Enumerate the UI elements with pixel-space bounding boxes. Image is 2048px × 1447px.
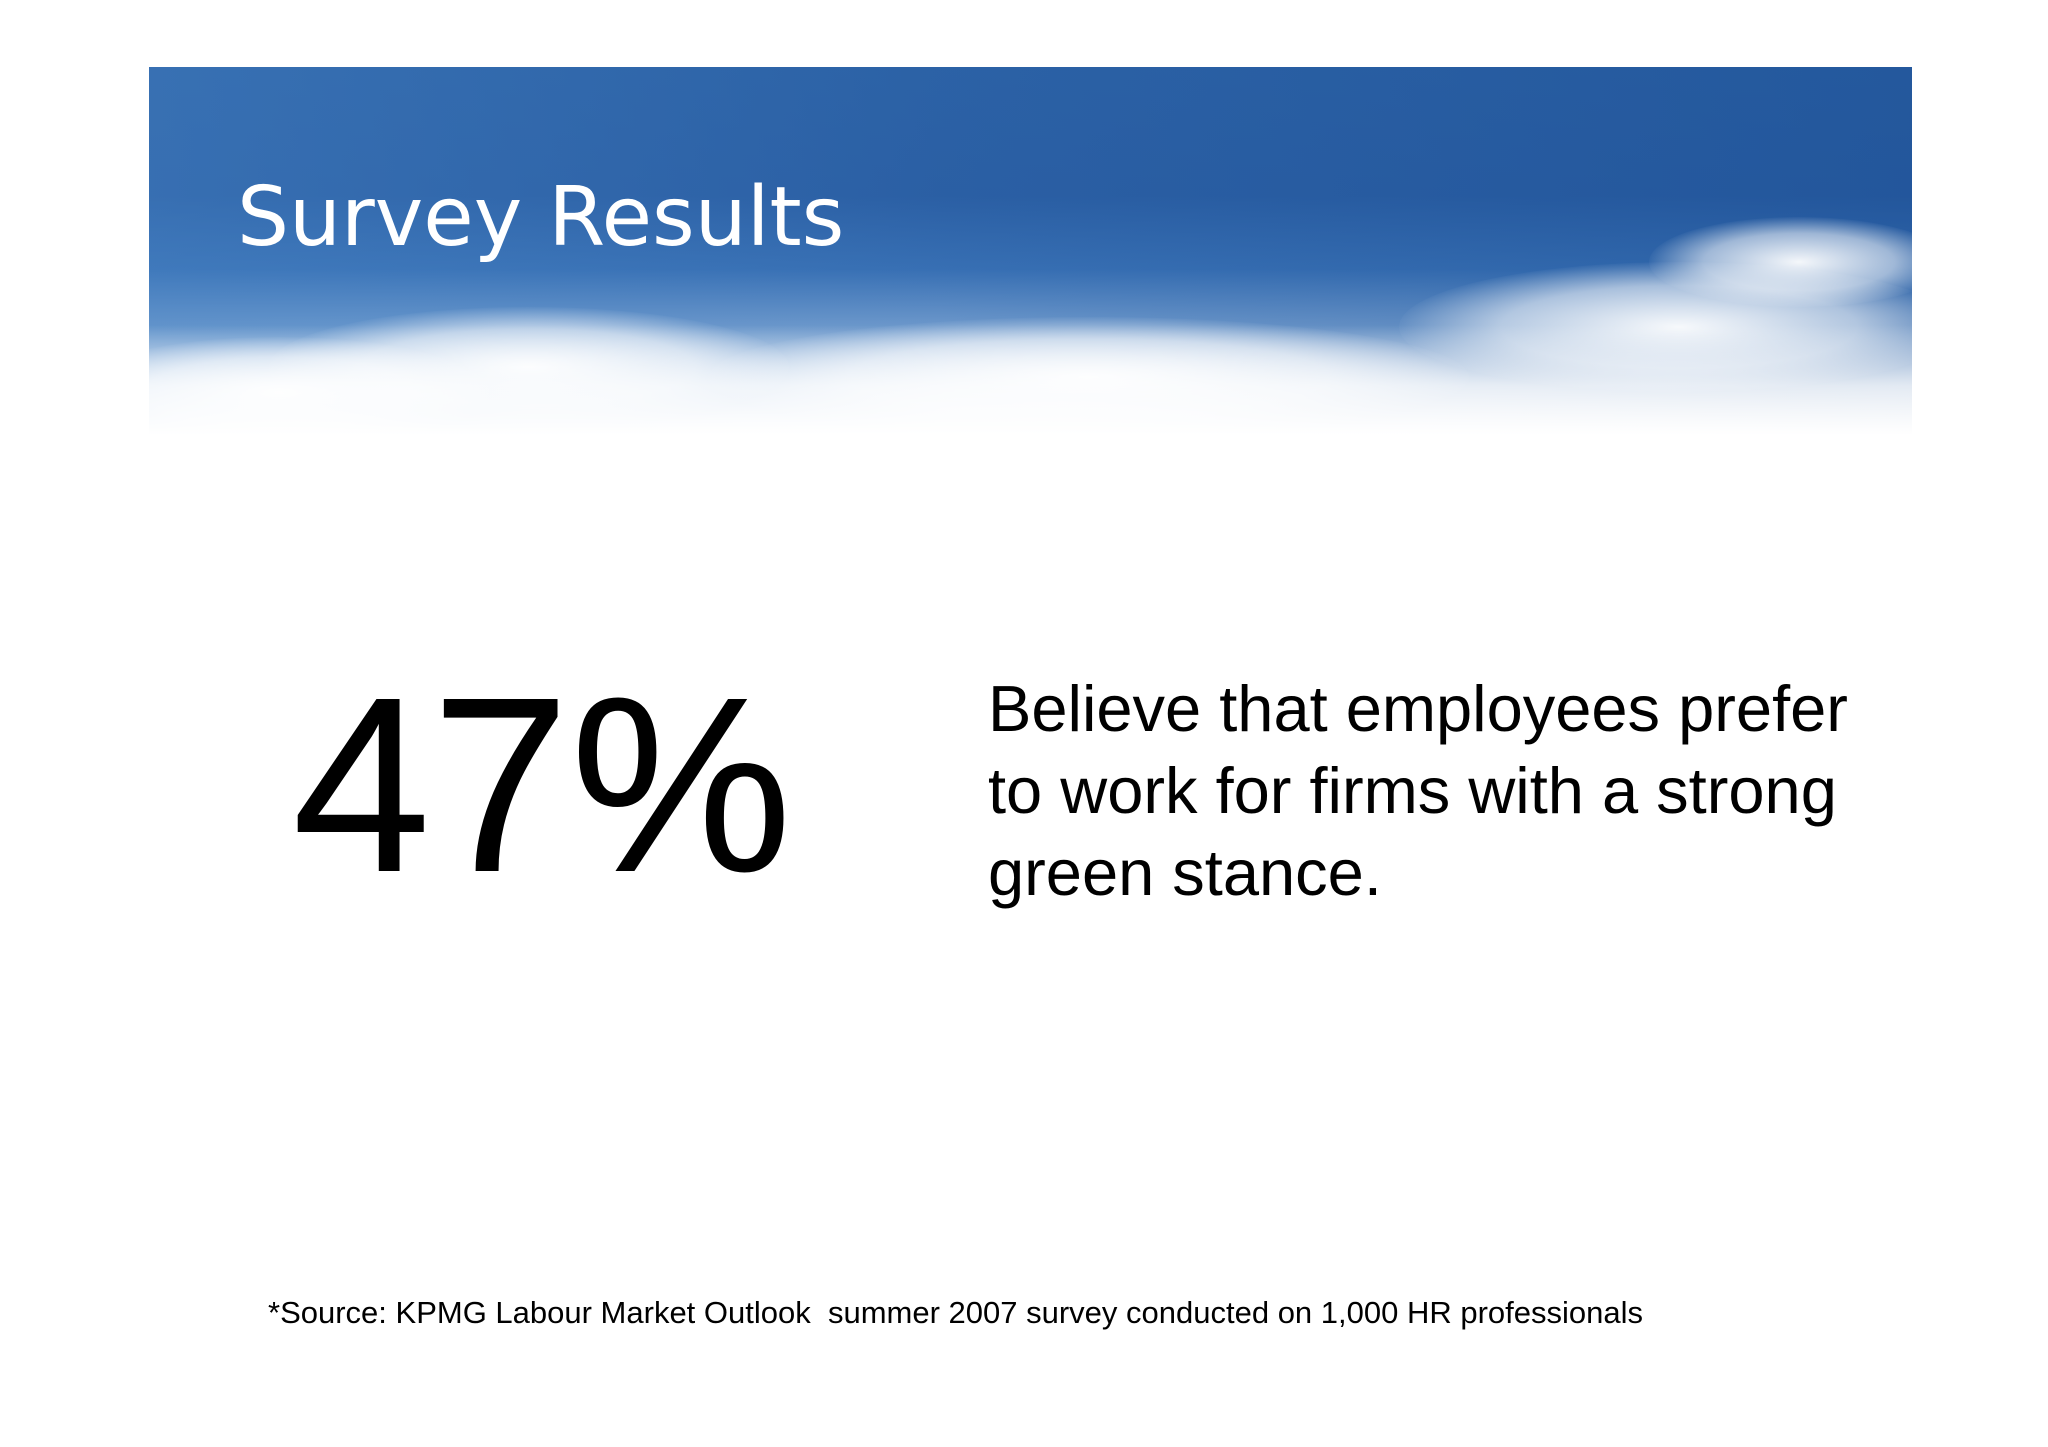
slide-title: Survey Results: [237, 170, 845, 265]
sky-banner: [149, 67, 1912, 435]
cloud-shape: [1649, 217, 1912, 307]
stat-value: 47%: [292, 645, 793, 924]
source-note: *Source: KPMG Labour Market Outlook summ…: [268, 1295, 1644, 1330]
stat-description: Believe that employees prefer to work fo…: [988, 672, 1848, 909]
cloud-band: [149, 325, 1912, 435]
